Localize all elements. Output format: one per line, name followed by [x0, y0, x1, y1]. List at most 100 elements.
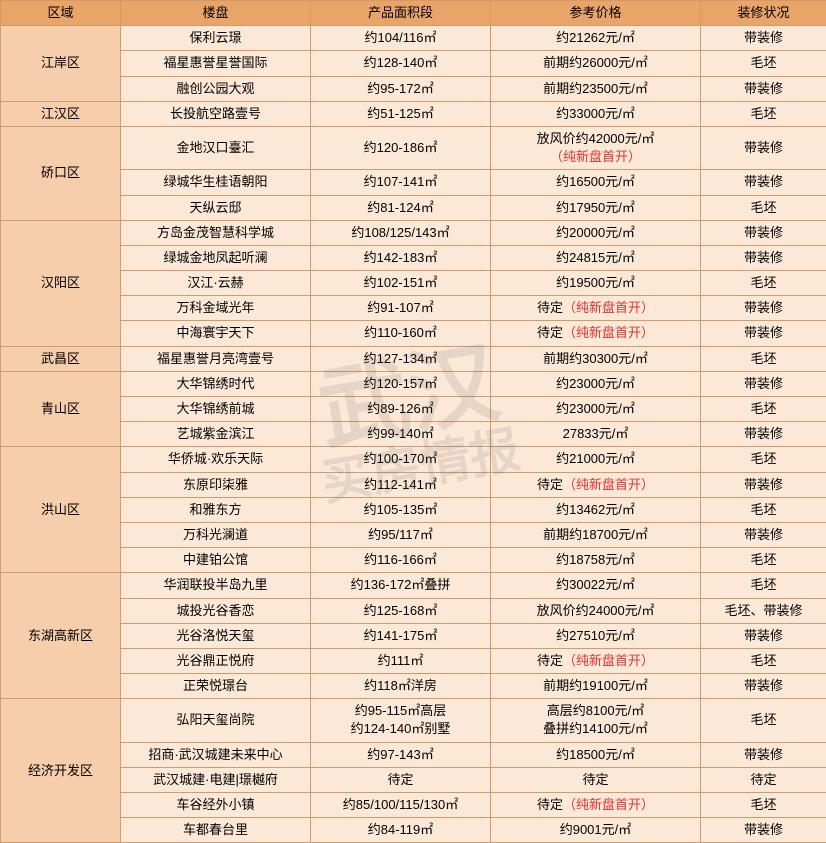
price-cell: 待定 [491, 767, 701, 792]
deco-cell: 带装修 [701, 126, 826, 169]
price-segment: 约33000元/㎡ [556, 106, 635, 121]
price-segment: 约30022元/㎡ [556, 577, 635, 592]
project-cell: 中建铂公馆 [121, 548, 311, 573]
table-row: 青山区大华锦绣时代约120-157㎡约23000元/㎡带装修 [1, 371, 826, 396]
region-cell: 洪山区 [1, 447, 121, 573]
price-cell: 高层约8100元/㎡叠拼约14100元/㎡ [491, 699, 701, 742]
price-cell: 27833元/㎡ [491, 422, 701, 447]
price-segment: 约9001元/㎡ [560, 822, 632, 837]
price-cell: 约17950元/㎡ [491, 195, 701, 220]
table-row: 中海寰宇天下约110-160㎡待定（纯新盘首开）带装修 [1, 321, 826, 346]
price-cell: 约23000元/㎡ [491, 371, 701, 396]
price-segment: 约24815元/㎡ [556, 250, 635, 265]
area-cell: 约120-186㎡ [311, 126, 491, 169]
project-cell: 万科光澜道 [121, 522, 311, 547]
col-header: 楼盘 [121, 1, 311, 26]
price-segment: 约17950元/㎡ [556, 200, 635, 215]
project-cell: 融创公园大观 [121, 76, 311, 101]
price-segment: （纯新盘首开） [563, 300, 654, 315]
price-segment: 待定 [537, 797, 563, 812]
price-segment: 待定 [582, 772, 608, 787]
deco-cell: 带装修 [701, 742, 826, 767]
deco-cell: 带装修 [701, 220, 826, 245]
price-segment: 前期约26000元/㎡ [543, 55, 648, 70]
area-cell: 约120-157㎡ [311, 371, 491, 396]
table-row: 正荣悦璟台约118㎡洋房前期约19100元/㎡带装修 [1, 674, 826, 699]
price-segment: 待定 [537, 300, 563, 315]
area-cell: 约85/100/115/130㎡ [311, 793, 491, 818]
area-cell: 约105-135㎡ [311, 497, 491, 522]
region-cell: 东湖高新区 [1, 573, 121, 699]
deco-cell: 带装修 [701, 26, 826, 51]
price-cell: 待定（纯新盘首开） [491, 296, 701, 321]
price-cell: 前期约30300元/㎡ [491, 346, 701, 371]
project-cell: 车都春台里 [121, 818, 311, 843]
area-cell: 约95-115㎡高层约124-140㎡别墅 [311, 699, 491, 742]
area-cell: 约116-166㎡ [311, 548, 491, 573]
deco-cell: 毛坯 [701, 497, 826, 522]
table-row: 融创公园大观约95-172㎡前期约23500元/㎡带装修 [1, 76, 826, 101]
property-table: 区域楼盘产品面积段参考价格装修状况 江岸区保利云璟约104/116㎡约21262… [0, 0, 826, 843]
price-segment: 约16500元/㎡ [556, 174, 635, 189]
area-cell: 约107-141㎡ [311, 170, 491, 195]
price-cell: 约9001元/㎡ [491, 818, 701, 843]
deco-cell: 带装修 [701, 321, 826, 346]
project-cell: 武汉城建·电建|璟樾府 [121, 767, 311, 792]
area-cell: 约95/117㎡ [311, 522, 491, 547]
area-cell: 约128-140㎡ [311, 51, 491, 76]
price-cell: 放风价约42000元/㎡ （纯新盘首开） [491, 126, 701, 169]
area-cell: 约136-172㎡叠拼 [311, 573, 491, 598]
region-cell: 江岸区 [1, 26, 121, 102]
price-segment: （纯新盘首开） [550, 149, 641, 164]
table-row: 车都春台里约84-119㎡约9001元/㎡带装修 [1, 818, 826, 843]
col-header: 参考价格 [491, 1, 701, 26]
price-segment: 前期约23500元/㎡ [543, 81, 648, 96]
table-row: 汉江·云赫约102-151㎡约19500元/㎡毛坯 [1, 271, 826, 296]
project-cell: 万科金域光年 [121, 296, 311, 321]
table-row: 光谷洛悦天玺约141-175㎡约27510元/㎡带装修 [1, 623, 826, 648]
region-cell: 经济开发区 [1, 699, 121, 843]
price-cell: 前期约23500元/㎡ [491, 76, 701, 101]
project-cell: 中海寰宇天下 [121, 321, 311, 346]
deco-cell: 毛坯 [701, 195, 826, 220]
deco-cell: 毛坯 [701, 699, 826, 742]
table-row: 艺城紫金滨江约99-140㎡27833元/㎡带装修 [1, 422, 826, 447]
price-segment: 约21262元/㎡ [556, 30, 635, 45]
area-cell: 约102-151㎡ [311, 271, 491, 296]
price-cell: 前期约26000元/㎡ [491, 51, 701, 76]
price-segment: 前期约30300元/㎡ [543, 351, 648, 366]
deco-cell: 带装修 [701, 76, 826, 101]
deco-cell: 带装修 [701, 818, 826, 843]
price-cell: 约33000元/㎡ [491, 101, 701, 126]
area-cell: 约51-125㎡ [311, 101, 491, 126]
deco-cell: 带装修 [701, 422, 826, 447]
deco-cell: 带装修 [701, 170, 826, 195]
deco-cell: 毛坯 [701, 101, 826, 126]
table-row: 洪山区华侨城·欢乐天际约100-170㎡约21000元/㎡毛坯 [1, 447, 826, 472]
col-header: 区域 [1, 1, 121, 26]
col-header: 装修状况 [701, 1, 826, 26]
project-cell: 正荣悦璟台 [121, 674, 311, 699]
project-cell: 招商·武汉城建未来中心 [121, 742, 311, 767]
area-cell: 待定 [311, 767, 491, 792]
price-segment: 放风价约42000元/㎡ [537, 131, 655, 146]
price-cell: 约18758元/㎡ [491, 548, 701, 573]
deco-cell: 毛坯 [701, 573, 826, 598]
table-row: 硚口区金地汉口臺汇约120-186㎡放风价约42000元/㎡（纯新盘首开）带装修 [1, 126, 826, 169]
area-cell: 约89-126㎡ [311, 397, 491, 422]
project-cell: 金地汉口臺汇 [121, 126, 311, 169]
table-row: 万科金域光年约91-107㎡待定（纯新盘首开）带装修 [1, 296, 826, 321]
table-row: 天纵云邸约81-124㎡约17950元/㎡毛坯 [1, 195, 826, 220]
table-row: 大华锦绣前城约89-126㎡约23000元/㎡毛坯 [1, 397, 826, 422]
region-cell: 江汉区 [1, 101, 121, 126]
price-segment: 前期约19100元/㎡ [543, 678, 648, 693]
price-cell: 约19500元/㎡ [491, 271, 701, 296]
project-cell: 绿城金地凤起听澜 [121, 245, 311, 270]
price-segment: 待定 [537, 653, 563, 668]
project-cell: 汉江·云赫 [121, 271, 311, 296]
deco-cell: 毛坯、带装修 [701, 598, 826, 623]
price-cell: 约13462元/㎡ [491, 497, 701, 522]
table-row: 城投光谷香恋约125-168㎡放风价约24000元/㎡毛坯、带装修 [1, 598, 826, 623]
table-row: 福星惠誉星誉国际约128-140㎡前期约26000元/㎡毛坯 [1, 51, 826, 76]
project-cell: 大华锦绣前城 [121, 397, 311, 422]
